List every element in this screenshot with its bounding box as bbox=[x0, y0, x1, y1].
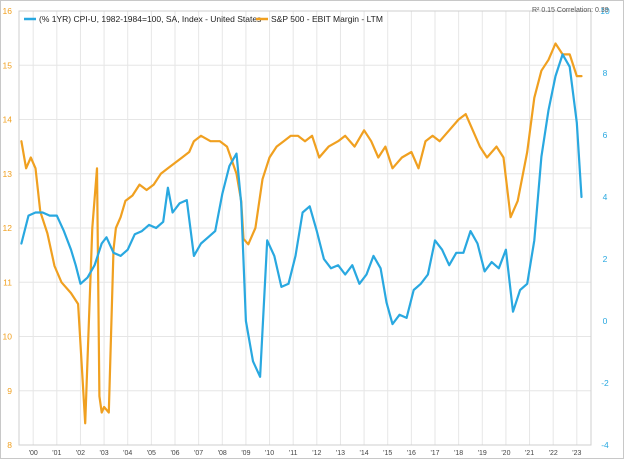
x-tick-label: '04 bbox=[123, 450, 132, 457]
legend-label-cpi: (% 1YR) CPI-U, 1982-1984=100, SA, Index … bbox=[39, 14, 261, 24]
x-tick-label: '23 bbox=[572, 450, 581, 457]
legend-item-cpi[interactable]: (% 1YR) CPI-U, 1982-1984=100, SA, Index … bbox=[24, 14, 261, 24]
x-tick-label: '07 bbox=[194, 450, 203, 457]
x-tick-label: '00 bbox=[29, 450, 38, 457]
left-tick-label: 9 bbox=[7, 386, 12, 396]
x-tick-label: '18 bbox=[454, 450, 463, 457]
x-tick-label: '15 bbox=[383, 450, 392, 457]
left-tick-label: 8 bbox=[7, 440, 12, 450]
left-tick-label: 14 bbox=[3, 115, 13, 125]
x-tick-label: '09 bbox=[241, 450, 250, 457]
series-line-ebit-margin[interactable] bbox=[20, 42, 583, 425]
x-tick-label: '02 bbox=[76, 450, 85, 457]
legend-item-ebit[interactable]: S&P 500 - EBIT Margin - LTM bbox=[256, 14, 383, 24]
right-tick-label: 4 bbox=[603, 192, 608, 202]
x-tick-label: '08 bbox=[218, 450, 227, 457]
stats-readout: R² 0.15 Correlation: 0.39 bbox=[532, 7, 609, 14]
axes: '00 '01 '02 '03 '04 '05 '06 '07 '08 '09 '10 '11 '12 '… bbox=[3, 6, 610, 457]
plot-area-border bbox=[18, 10, 592, 446]
x-tick-label: '06 bbox=[170, 450, 179, 457]
right-tick-label: 0 bbox=[603, 316, 608, 326]
legend-label-ebit: S&P 500 - EBIT Margin - LTM bbox=[271, 14, 383, 24]
right-tick-label: 8 bbox=[603, 68, 608, 78]
right-tick-label: -4 bbox=[601, 440, 609, 450]
x-tick-label: '21 bbox=[525, 450, 534, 457]
left-tick-label: 11 bbox=[3, 277, 12, 287]
left-tick-label: 13 bbox=[3, 169, 13, 179]
x-tick-label: '16 bbox=[407, 450, 416, 457]
x-tick-label: '11 bbox=[289, 450, 298, 457]
x-tick-label: '14 bbox=[360, 450, 369, 457]
left-tick-label: 15 bbox=[3, 60, 13, 70]
right-tick-label: 6 bbox=[603, 130, 608, 140]
right-tick-label: -2 bbox=[601, 378, 609, 388]
legend: (% 1YR) CPI-U, 1982-1984=100, SA, Index … bbox=[24, 14, 383, 24]
x-tick-label: '03 bbox=[100, 450, 109, 457]
x-tick-label: '20 bbox=[501, 450, 510, 457]
grid-lines bbox=[19, 10, 591, 446]
x-tick-label: '12 bbox=[312, 450, 321, 457]
x-tick-label: '10 bbox=[265, 450, 274, 457]
x-tick-label: '22 bbox=[549, 450, 558, 457]
right-tick-label: 2 bbox=[603, 254, 608, 264]
right-tick-label: 10 bbox=[600, 6, 610, 16]
x-tick-label: '13 bbox=[336, 450, 345, 457]
left-tick-label: 16 bbox=[3, 6, 13, 16]
series-layer bbox=[20, 42, 583, 425]
series-line-cpi[interactable] bbox=[20, 53, 583, 378]
x-tick-label: '19 bbox=[478, 450, 487, 457]
left-tick-label: 10 bbox=[3, 332, 13, 342]
x-tick-label: '05 bbox=[147, 450, 156, 457]
left-tick-label: 12 bbox=[3, 223, 13, 233]
x-tick-label: '17 bbox=[430, 450, 439, 457]
x-tick-label: '01 bbox=[52, 450, 61, 457]
